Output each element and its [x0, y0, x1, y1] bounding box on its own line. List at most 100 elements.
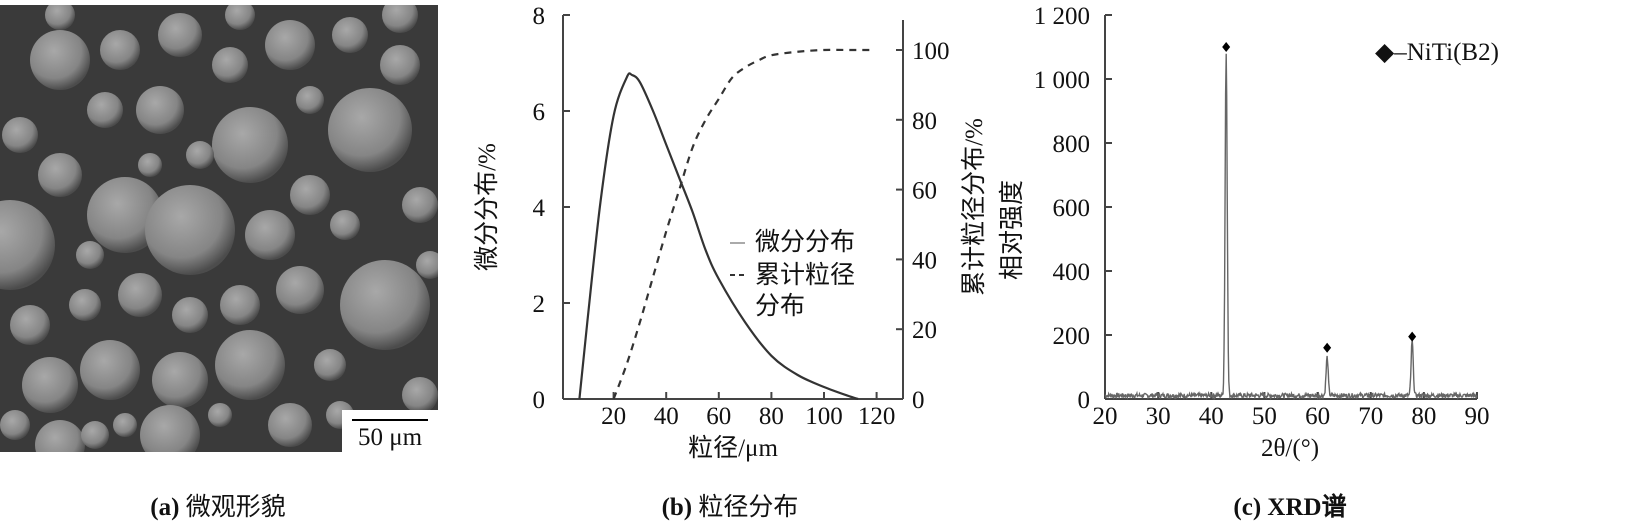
- y-tick-label: 400: [1053, 259, 1091, 286]
- particle: [10, 305, 50, 345]
- cumulative-line: [612, 48, 872, 400]
- particle: [215, 330, 285, 400]
- particle: [296, 86, 324, 114]
- y-tick-label: 2: [533, 291, 546, 318]
- y-tick-label: 200: [1053, 323, 1091, 350]
- x-tick-label: 100: [805, 403, 843, 430]
- particle: [140, 405, 200, 452]
- x-tick-label: 40: [1199, 403, 1224, 430]
- particle: [382, 5, 418, 33]
- particle: [152, 352, 208, 408]
- particle: [87, 92, 123, 128]
- particle: [45, 5, 75, 30]
- peak-marker: [1323, 342, 1332, 353]
- particle: [145, 185, 235, 275]
- y-right-tick-label: 40: [912, 247, 937, 274]
- y-right-tick-label: 100: [912, 38, 950, 65]
- y-right-tick-label: 0: [912, 387, 925, 414]
- x-tick-label: 80: [1411, 403, 1436, 430]
- particle: [35, 420, 85, 452]
- scale-bar-label: 50 μm: [358, 424, 423, 451]
- y-tick-label: 600: [1053, 195, 1091, 222]
- particle: [330, 210, 360, 240]
- x-tick-label: 40: [654, 403, 679, 430]
- legend-label-diff: 微分分布: [755, 228, 855, 256]
- particle: [225, 5, 255, 30]
- particle: [314, 349, 346, 381]
- particle: [265, 20, 315, 70]
- particle: [22, 357, 78, 413]
- particle: [76, 241, 104, 269]
- particle: [81, 421, 109, 449]
- y-right-tick-label: 80: [912, 108, 937, 135]
- particle: [87, 177, 163, 253]
- caption-a: (a) 微观形貌: [150, 493, 285, 521]
- particle: [69, 289, 101, 321]
- x-tick-label: 60: [1305, 403, 1330, 430]
- x-tick-label: 30: [1146, 403, 1171, 430]
- legend-label-cum: 累计粒径: [755, 261, 855, 289]
- x-tick-label: 50: [1252, 403, 1277, 430]
- particle: [158, 13, 202, 57]
- x-axis-label: 2θ/(°): [1261, 435, 1319, 462]
- y-right-tick-label: 60: [912, 178, 937, 205]
- particle: [100, 30, 140, 70]
- particle: [268, 403, 312, 447]
- particle: [80, 340, 140, 400]
- particle: [212, 107, 288, 183]
- x-tick-label: 60: [706, 403, 731, 430]
- y-tick-label: 6: [533, 99, 546, 126]
- particle: [30, 30, 90, 90]
- peak-marker: [1408, 331, 1417, 342]
- scale-bar-box: [342, 410, 438, 452]
- x-tick-label: 90: [1465, 403, 1490, 430]
- particle: [290, 175, 330, 215]
- x-tick-label: 80: [759, 403, 784, 430]
- x-tick-label: 70: [1358, 403, 1383, 430]
- particle: [328, 88, 412, 172]
- caption-c: (c) XRD谱: [1233, 492, 1346, 521]
- particle: [38, 153, 82, 197]
- y-axis-right-label: 累计粒径分布/%: [960, 118, 988, 296]
- y-tick-label: 800: [1053, 131, 1091, 158]
- particle: [380, 45, 420, 85]
- particle: [172, 297, 208, 333]
- xrd-pattern-line: [1104, 53, 1478, 401]
- particle: [186, 141, 214, 169]
- x-tick-label: 20: [601, 403, 626, 430]
- legend-niti: ◆–NiTi(B2): [1375, 39, 1499, 66]
- particle: [113, 413, 137, 437]
- y-axis-label: 微分分布/%: [473, 143, 501, 271]
- sem-image: 50 μm: [0, 5, 438, 452]
- particle: [208, 403, 232, 427]
- particle: [138, 153, 162, 177]
- particle: [136, 86, 184, 134]
- x-tick-label: 120: [858, 403, 896, 430]
- particle: [212, 47, 248, 83]
- x-tick-label: 20: [1093, 403, 1118, 430]
- particle: [118, 273, 162, 317]
- y-tick-label: 8: [533, 3, 546, 30]
- particle: [276, 266, 324, 314]
- y-tick-label: 1 000: [1034, 67, 1090, 94]
- legend-label-cum-2: 分布: [755, 292, 805, 320]
- particle: [245, 210, 295, 260]
- particle: [416, 251, 438, 279]
- caption-b: (b) 粒径分布: [662, 493, 799, 521]
- peak-marker: [1222, 42, 1231, 52]
- y-tick-label: 4: [533, 195, 546, 222]
- particle: [402, 187, 438, 223]
- particle: [332, 17, 368, 53]
- x-axis-label: 粒径/μm: [688, 434, 778, 462]
- particle: [0, 200, 55, 290]
- particle: [340, 260, 430, 350]
- y-tick-label: 0: [533, 387, 546, 414]
- particle: [220, 285, 260, 325]
- differential-line: [578, 72, 859, 401]
- y-tick-label: 0: [1078, 387, 1091, 414]
- y-tick-label: 1 200: [1034, 3, 1090, 30]
- particle: [2, 117, 38, 153]
